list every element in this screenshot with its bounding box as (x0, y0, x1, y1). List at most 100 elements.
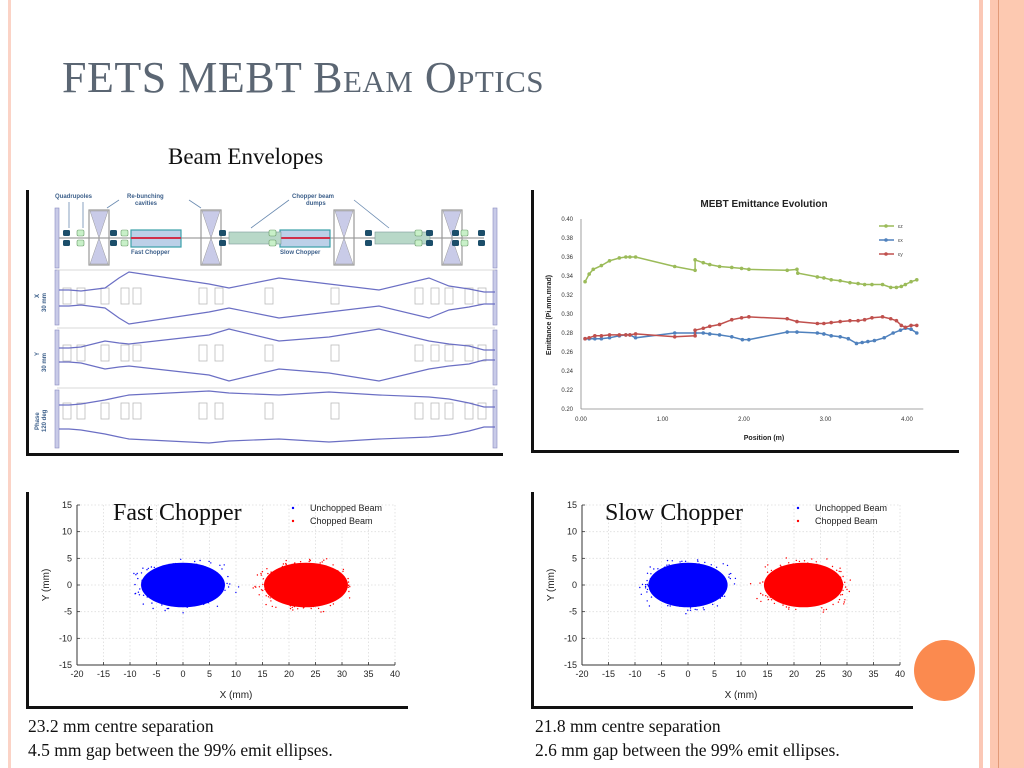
scatter-point (797, 591, 800, 593)
scatter-point (151, 602, 153, 604)
scatter-point (180, 558, 182, 560)
scatter-point (308, 560, 310, 563)
scatter-point (191, 586, 193, 588)
scatter-point (327, 584, 329, 586)
scatter-point (821, 596, 823, 598)
scatter-point (260, 574, 262, 576)
scatter-point (195, 592, 198, 595)
element-marker (198, 344, 208, 362)
scatter-point (764, 585, 766, 587)
scatter-point (749, 583, 752, 585)
scatter-point (187, 591, 189, 593)
scatter-point (155, 593, 158, 595)
scatter-point (318, 583, 320, 585)
scatter-point (657, 568, 659, 570)
scatter-point (296, 569, 298, 572)
scatter-point (289, 593, 292, 595)
scatter-point (313, 599, 316, 601)
scatter-point (783, 565, 785, 568)
scatter-point (323, 602, 325, 604)
scatter-point (785, 568, 787, 571)
scatter-point (325, 582, 327, 584)
scatter-point (196, 582, 198, 584)
scatter-point (801, 590, 804, 592)
scatter-point (163, 581, 165, 584)
scatter-point (172, 580, 174, 582)
scatter-point (810, 591, 812, 593)
scatter-point (811, 558, 813, 560)
scatter-point (280, 575, 283, 577)
scatter-point (804, 580, 806, 582)
scatter-point (149, 587, 151, 589)
scatter-point (770, 569, 773, 572)
scatter-point (237, 586, 240, 588)
scatter-point (675, 576, 677, 579)
scatter-point (800, 600, 803, 602)
scatter-point (804, 586, 806, 588)
scatter-point (208, 560, 210, 563)
scatter-point (671, 600, 674, 602)
scatter-point (704, 590, 706, 592)
scatter-point (167, 593, 170, 595)
scatter-point (826, 597, 829, 599)
scatter-point (342, 570, 344, 572)
scatter-point (708, 591, 711, 593)
scatter-point (165, 585, 167, 588)
scatter-point (291, 595, 293, 597)
scatter-point (697, 603, 699, 606)
scatter-point (212, 586, 215, 588)
scatter-point (187, 601, 189, 603)
scatter-point (332, 603, 335, 605)
scatter-point (817, 587, 819, 589)
scatter-point (686, 584, 689, 586)
scatter-point (286, 572, 288, 574)
scatter-point (666, 586, 669, 588)
scatter-point (343, 586, 345, 588)
scatter-point (675, 578, 677, 581)
scatter-point (659, 575, 661, 578)
scatter-point (194, 603, 196, 605)
scatter-point (815, 582, 817, 585)
scatter-point (153, 598, 155, 600)
scatter-point (826, 558, 828, 560)
scatter-point (669, 605, 671, 607)
scatter-point (807, 591, 809, 594)
scatter-point (333, 585, 336, 588)
y-tick-label: 0 (67, 580, 72, 590)
scatter-point (685, 591, 687, 594)
scatter-point (697, 560, 699, 562)
scatter-point (679, 575, 682, 577)
scatter-point (680, 580, 682, 582)
scatter-point (790, 577, 792, 579)
scatter-point (336, 583, 338, 585)
scatter-point (814, 603, 816, 605)
scatter-point (675, 580, 677, 583)
legend-marker (884, 238, 888, 242)
scatter-point (207, 594, 210, 596)
scatter-point (784, 580, 786, 582)
scatter-point (706, 577, 708, 579)
scatter-point (311, 599, 314, 602)
y-tick-label: 0.38 (561, 236, 573, 242)
scatter-point (806, 589, 808, 591)
element-marker (214, 287, 224, 305)
x-tick-label: -10 (628, 669, 641, 679)
scatter-point (829, 596, 831, 599)
scatter-point (688, 572, 691, 574)
scatter-point (797, 579, 799, 582)
y-tick-label: 15 (567, 500, 577, 510)
scatter-point (182, 581, 185, 583)
data-point (717, 322, 722, 327)
scatter-point (848, 590, 850, 593)
scatter-point (321, 580, 323, 582)
scatter-point (822, 573, 824, 575)
scatter-point (195, 572, 197, 574)
scatter-point (312, 590, 314, 593)
scatter-point (199, 592, 201, 595)
scatter-point (673, 574, 676, 577)
scatter-point (708, 595, 710, 597)
scatter-point (791, 572, 793, 575)
scatter-point (197, 596, 199, 599)
scatter-point (825, 570, 827, 573)
element-marker (100, 287, 110, 305)
